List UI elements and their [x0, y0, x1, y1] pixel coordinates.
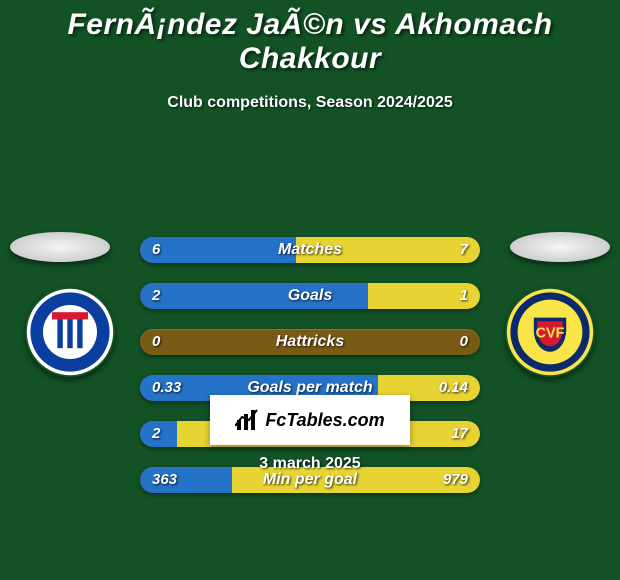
- club-badge-espanyol: [25, 287, 115, 377]
- stat-value-left: 2: [152, 421, 160, 447]
- comparison-date: 3 march 2025: [0, 455, 620, 473]
- bar-fill-left: [140, 283, 368, 309]
- player-avatar-left: [10, 232, 110, 262]
- stat-value-left: 0.33: [152, 375, 181, 401]
- stat-value-right: 0: [460, 329, 468, 355]
- stat-value-left: 2: [152, 283, 160, 309]
- watermark: FcTables.com: [210, 395, 410, 445]
- stat-value-right: 1: [460, 283, 468, 309]
- bar-fill-right: [296, 237, 480, 263]
- watermark-text: FcTables.com: [265, 410, 384, 431]
- bar-fill-left: [140, 237, 296, 263]
- stat-value-left: 6: [152, 237, 160, 263]
- stat-row: 21Goals: [140, 283, 480, 309]
- stat-value-right: 17: [451, 421, 468, 447]
- stat-row: 0 0Hattricks: [140, 329, 480, 355]
- svg-text:CVF: CVF: [536, 325, 565, 341]
- stat-label: Hattricks: [140, 329, 480, 355]
- stat-row: 67Matches: [140, 237, 480, 263]
- chart-icon: [235, 408, 259, 432]
- stat-value-right: 7: [460, 237, 468, 263]
- stat-value-left: 0: [152, 329, 160, 355]
- player-avatar-right: [510, 232, 610, 262]
- stat-value-right: 0.14: [439, 375, 468, 401]
- comparison-title: FernÃ¡ndez JaÃ©n vs Akhomach Chakkour: [0, 0, 620, 76]
- club-badge-villarreal: CVF: [505, 287, 595, 377]
- comparison-subtitle: Club competitions, Season 2024/2025: [0, 94, 620, 112]
